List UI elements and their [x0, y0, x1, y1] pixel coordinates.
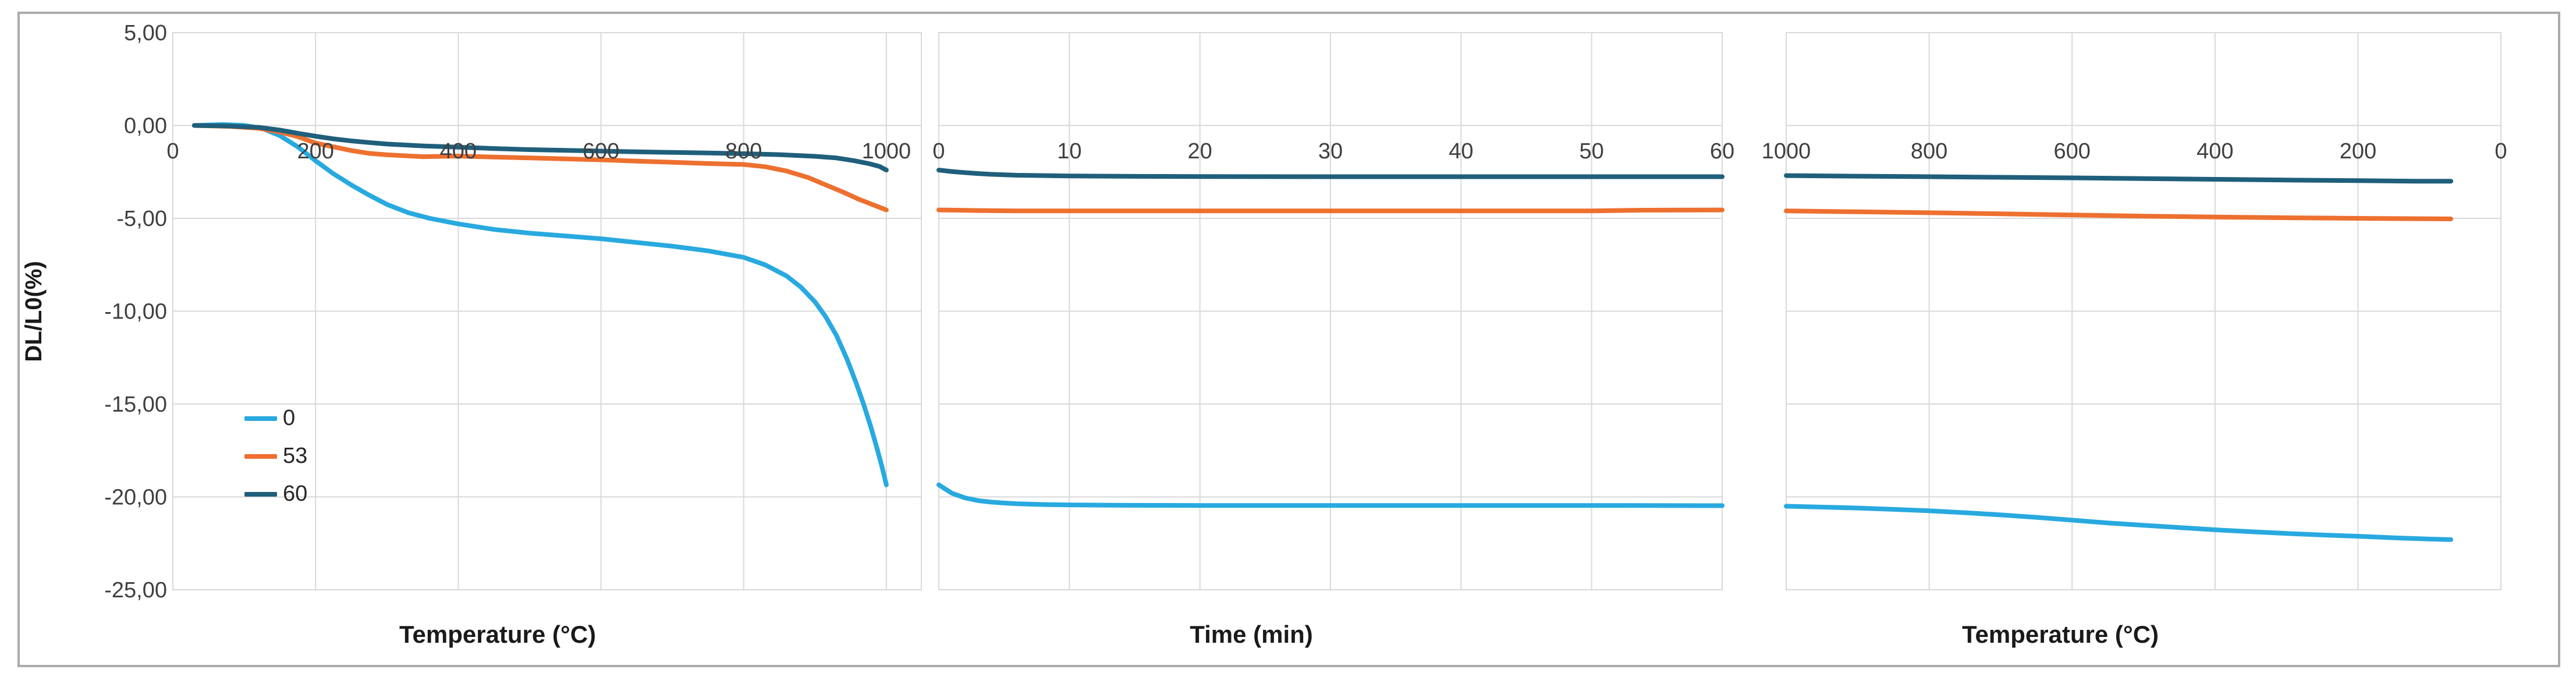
x-tick-label: 800 — [1911, 139, 1947, 164]
x-tick-label: 0 — [2495, 139, 2507, 164]
y-tick-label: -5,00 — [116, 207, 167, 231]
x-tick-label: 60 — [1710, 139, 1734, 164]
legend-swatch-series-0 — [244, 416, 277, 421]
x-tick-label: 800 — [725, 139, 762, 164]
y-axis-title: DL/L0(%) — [20, 261, 47, 362]
y-tick-label: -25,00 — [104, 578, 167, 603]
series-lines — [191, 122, 2453, 542]
series-line-0 — [191, 122, 889, 487]
tick-labels: 5,00 0,00 -5,00 -10,00 -15,00 -20,00 -25,00 0 20… — [104, 21, 2507, 603]
y-tick-label: 5,00 — [124, 21, 167, 45]
series-line-60 — [936, 168, 1725, 179]
series-line-0 — [936, 482, 1725, 508]
x-tick-label: 30 — [1318, 139, 1343, 164]
x-tick-label: 1000 — [1762, 139, 1811, 164]
y-tick-label: -10,00 — [104, 300, 167, 324]
legend-label: 60 — [283, 481, 308, 506]
series-line-0 — [1784, 504, 2453, 542]
y-tick-label: -20,00 — [104, 486, 167, 510]
x-axis-title-heating: Temperature (°C) — [399, 621, 597, 648]
x-axis-title-hold: Time (min) — [1190, 621, 1313, 648]
legend-label: 0 — [283, 406, 296, 430]
series-line-53 — [936, 207, 1725, 214]
legend-item-53: 53 — [244, 437, 307, 475]
legend-swatch-series-53 — [244, 454, 277, 459]
x-tick-label: 200 — [297, 139, 333, 164]
legend: 0 53 60 — [244, 399, 307, 513]
x-tick-label: 20 — [1188, 139, 1212, 164]
legend-label: 53 — [283, 444, 308, 468]
y-tick-label: -15,00 — [104, 392, 167, 417]
x-tick-label: 200 — [2340, 139, 2376, 164]
chart-outer-border — [17, 12, 2560, 667]
y-tick-label: 0,00 — [124, 114, 167, 139]
x-tick-label: 10 — [1057, 139, 1081, 164]
x-tick-label: 400 — [2197, 139, 2233, 164]
series-line-60 — [191, 123, 889, 173]
legend-item-60: 60 — [244, 475, 307, 513]
x-tick-label: 600 — [583, 139, 619, 164]
series-line-53 — [1784, 208, 2453, 221]
x-tick-label: 0 — [166, 139, 179, 164]
x-tick-label: 40 — [1449, 139, 1473, 164]
legend-swatch-series-60 — [244, 491, 277, 497]
x-tick-label: 400 — [440, 139, 477, 164]
x-tick-label: 600 — [2053, 139, 2090, 164]
legend-item-0: 0 — [244, 399, 307, 437]
series-line-60 — [1784, 173, 2453, 184]
x-axis-title-cooling: Temperature (°C) — [1961, 621, 2159, 648]
series-line-53 — [191, 123, 889, 212]
x-tick-label: 0 — [932, 139, 945, 164]
x-tick-label: 1000 — [862, 139, 911, 164]
x-tick-label: 50 — [1580, 139, 1604, 164]
